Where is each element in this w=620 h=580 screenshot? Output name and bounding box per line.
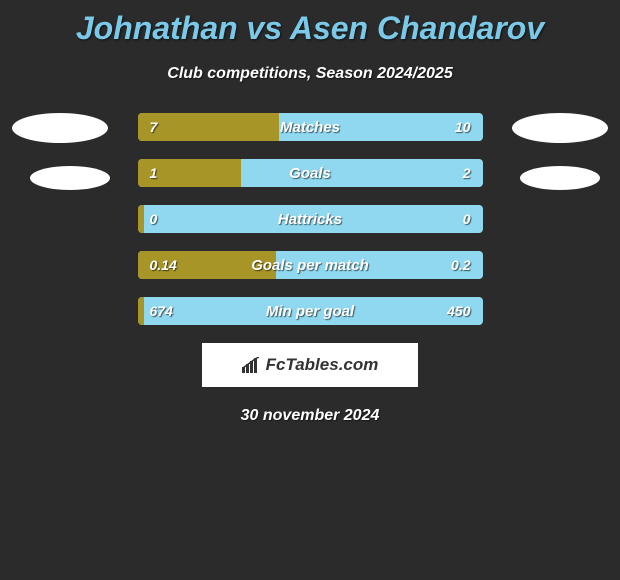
stat-label: Matches [138,113,483,141]
stat-label: Goals per match [138,251,483,279]
footer-date: 30 november 2024 [0,407,620,425]
page-title: Johnathan vs Asen Chandarov [0,0,620,47]
stat-right-value: 2 [451,159,483,187]
player-right-avatar-2 [520,166,600,190]
stat-row: 7 Matches 10 [138,113,483,141]
brand-label: FcTables.com [242,355,379,375]
stat-row: 1 Goals 2 [138,159,483,187]
page-subtitle: Club competitions, Season 2024/2025 [0,65,620,83]
stat-right-value: 0.2 [439,251,482,279]
player-right-avatar [512,113,608,143]
stat-row: 0.14 Goals per match 0.2 [138,251,483,279]
stat-row: 674 Min per goal 450 [138,297,483,325]
stat-right-value: 450 [435,297,482,325]
player-left-avatar [12,113,108,143]
stats-bars: 7 Matches 10 1 Goals 2 0 Hattricks 0 0.1… [138,113,483,325]
brand-box: FcTables.com [202,343,418,387]
stat-right-value: 0 [451,205,483,233]
brand-text: FcTables.com [266,355,379,375]
stat-label: Min per goal [138,297,483,325]
stat-label: Goals [138,159,483,187]
stat-label: Hattricks [138,205,483,233]
comparison-section: 7 Matches 10 1 Goals 2 0 Hattricks 0 0.1… [0,113,620,425]
player-left-avatar-2 [30,166,110,190]
brand-bars-icon [242,357,262,373]
stat-right-value: 10 [443,113,483,141]
stat-row: 0 Hattricks 0 [138,205,483,233]
